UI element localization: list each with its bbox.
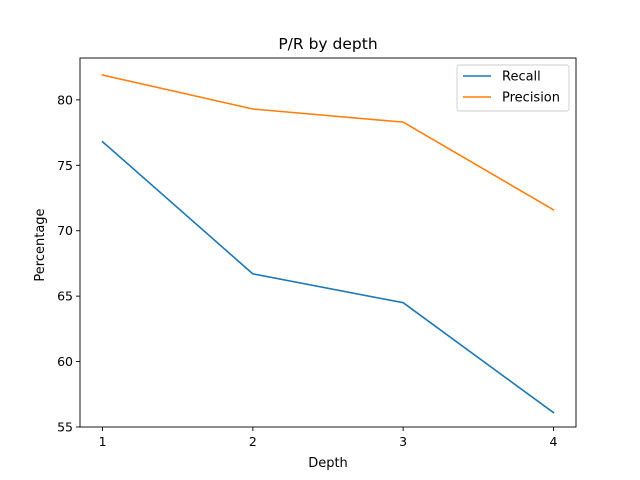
y-tick-label: 60 (57, 354, 73, 369)
legend: Recall Precision (456, 64, 570, 112)
x-tick-label: 2 (249, 434, 257, 449)
y-tick-label: 80 (57, 92, 73, 107)
plot-area (79, 57, 577, 428)
series-line-recall (101, 140, 555, 414)
y-tick-label: 55 (57, 420, 73, 435)
y-axis-label: Percentage (33, 208, 48, 281)
y-tick-label: 75 (57, 158, 73, 173)
x-tick-label: 1 (99, 434, 107, 449)
x-tick-label: 4 (549, 434, 557, 449)
legend-label-precision: Precision (502, 91, 560, 106)
plot-frame (79, 57, 577, 428)
x-axis: 1 2 3 4 (99, 427, 557, 449)
y-tick-label: 65 (57, 289, 73, 304)
y-axis: 55 60 65 70 75 80 (57, 92, 80, 435)
y-tick-label: 70 (57, 223, 73, 238)
x-axis-label: Depth (308, 456, 348, 471)
x-tick-label: 3 (399, 434, 407, 449)
chart-title: P/R by depth (278, 35, 377, 53)
legend-label-recall: Recall (502, 70, 541, 85)
series-line-precision (101, 74, 555, 211)
